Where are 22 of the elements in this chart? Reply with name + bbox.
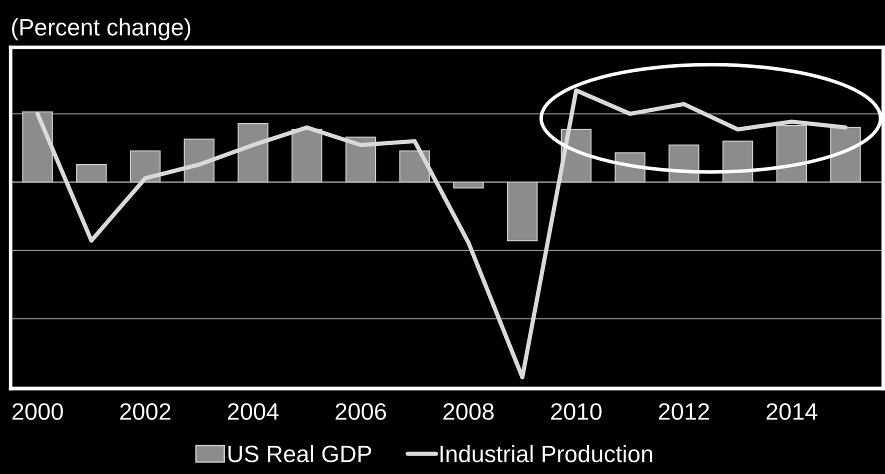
x-tick-label: 2010 [551,403,602,420]
bar [453,182,484,189]
bar [238,123,268,183]
x-tick-label: 2014 [766,403,818,420]
x-tick-label: 2004 [228,403,279,420]
bar [399,150,430,183]
bar [668,144,700,183]
legend-label: Industrial Production [440,444,652,462]
bar [776,124,808,183]
bar [506,182,538,242]
x-tick-label: 2002 [120,403,170,420]
bar [830,126,861,183]
x-tick-label: 2008 [443,403,494,420]
x-tick-label: 2006 [336,403,386,420]
bar [76,164,107,183]
x-tick-label: 2012 [658,403,710,420]
x-tick-label: 2000 [12,403,63,420]
legend-label: US Real GDP [228,444,372,462]
bar [292,128,322,183]
bar [722,140,754,183]
bar [345,136,376,183]
chart-title: (Percent change) [12,18,190,40]
